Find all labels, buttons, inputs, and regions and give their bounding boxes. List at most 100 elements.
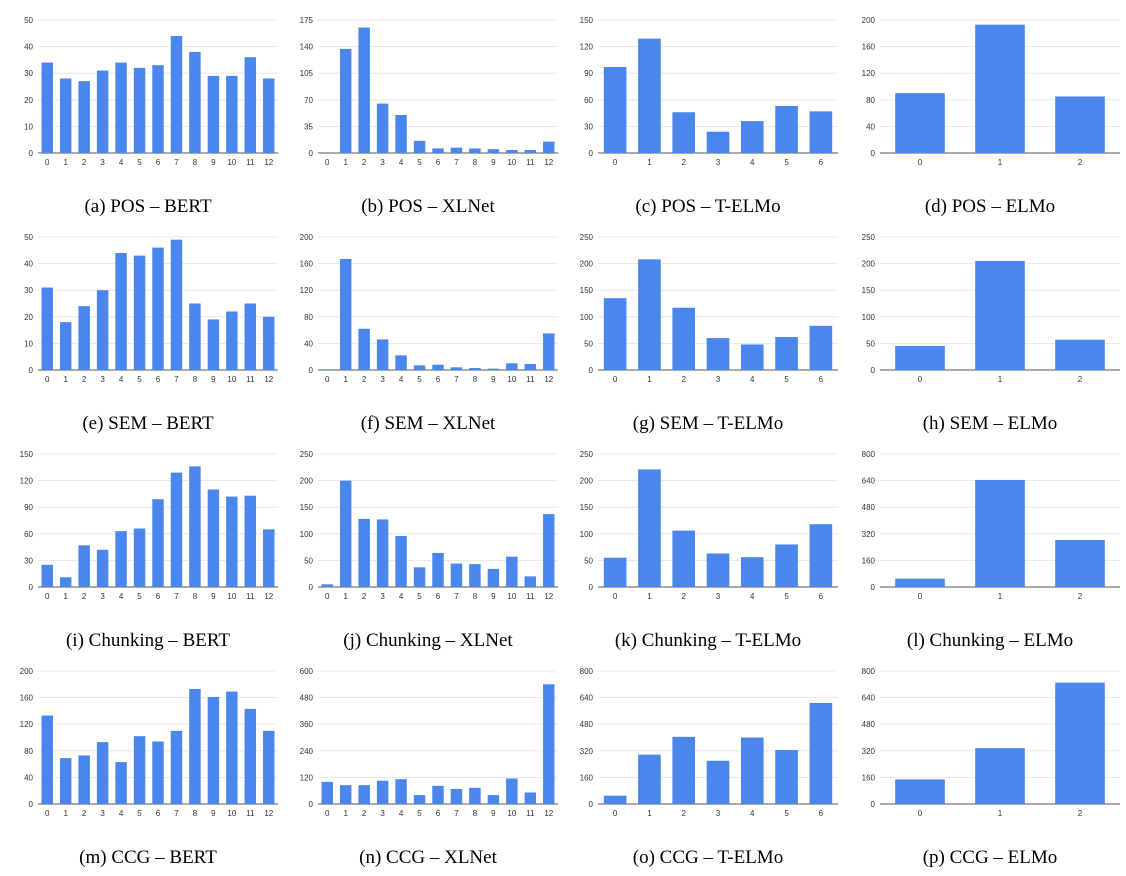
- bar: [543, 141, 555, 153]
- chart-caption: (p) CCG – ELMo: [922, 847, 1058, 868]
- x-tick-label: 1: [998, 375, 1003, 384]
- x-tick-label: 6: [819, 158, 824, 167]
- bar: [395, 779, 407, 804]
- x-tick-label: 0: [918, 809, 923, 818]
- y-tick-label: 120: [300, 286, 314, 295]
- y-tick-label: 105: [300, 69, 314, 78]
- x-tick-label: 1: [647, 375, 652, 384]
- bar: [376, 780, 389, 804]
- bar: [96, 290, 109, 370]
- x-tick-label: 6: [156, 809, 161, 818]
- x-tick-label: 3: [380, 809, 385, 818]
- x-tick-label: 0: [918, 158, 923, 167]
- bar: [524, 149, 537, 153]
- bar: [321, 584, 333, 587]
- x-tick-label: 5: [137, 375, 142, 384]
- bar-chart: 0 50 100 150 200 250 0 1 2 3 4 5 6: [580, 233, 838, 384]
- x-tick-label: 6: [819, 375, 824, 384]
- chart-caption: (d) POS – ELMo: [924, 196, 1056, 217]
- x-tick-label: 7: [174, 375, 179, 384]
- x-tick-label: 10: [227, 158, 236, 167]
- bar: [263, 529, 275, 587]
- x-tick-label: 7: [454, 592, 459, 601]
- x-tick-label: 5: [784, 809, 789, 818]
- y-tick-label: 70: [304, 96, 313, 105]
- y-tick-label: 140: [300, 43, 314, 52]
- bar: [487, 568, 500, 587]
- bar: [170, 472, 183, 587]
- y-tick-label: 0: [589, 583, 594, 592]
- x-tick-label: 12: [544, 809, 553, 818]
- bar: [413, 365, 426, 370]
- bar: [895, 779, 945, 804]
- y-tick-label: 250: [862, 233, 876, 242]
- bar: [96, 549, 109, 587]
- x-tick-label: 2: [1078, 592, 1083, 601]
- bar: [672, 307, 696, 370]
- bar: [450, 788, 463, 804]
- bar: [244, 495, 257, 587]
- x-tick-label: 2: [82, 375, 87, 384]
- y-tick-label: 30: [584, 122, 593, 131]
- y-tick-label: 30: [24, 69, 33, 78]
- x-tick-label: 4: [399, 592, 404, 601]
- y-tick-label: 250: [580, 450, 594, 459]
- bar: [672, 530, 696, 587]
- x-tick-label: 4: [119, 158, 124, 167]
- y-tick-label: 150: [580, 503, 594, 512]
- x-tick-label: 4: [399, 158, 404, 167]
- x-tick-label: 7: [174, 158, 179, 167]
- bar-chart: 0 160 320 480 640 800 0 1 2: [862, 450, 1120, 601]
- bar: [78, 755, 90, 804]
- bar: [672, 112, 696, 153]
- x-tick-label: 4: [119, 592, 124, 601]
- x-tick-label: 1: [647, 809, 652, 818]
- bar: [376, 519, 389, 587]
- x-tick-label: 9: [491, 158, 496, 167]
- bar: [339, 785, 352, 804]
- y-tick-label: 50: [24, 16, 33, 25]
- bar: [358, 785, 370, 804]
- bar: [740, 737, 764, 804]
- x-tick-label: 12: [544, 158, 553, 167]
- bar: [189, 303, 201, 370]
- y-tick-label: 30: [24, 286, 33, 295]
- bar: [376, 339, 389, 370]
- x-tick-label: 1: [343, 375, 348, 384]
- bar: [133, 67, 146, 153]
- x-tick-label: 1: [63, 375, 68, 384]
- y-tick-label: 80: [304, 313, 313, 322]
- bar: [706, 760, 730, 804]
- bar: [895, 93, 945, 153]
- y-tick-label: 160: [580, 773, 594, 782]
- y-tick-label: 90: [24, 503, 33, 512]
- x-tick-label: 8: [193, 809, 198, 818]
- x-tick-label: 12: [264, 809, 273, 818]
- x-tick-label: 8: [473, 158, 478, 167]
- bar: [78, 81, 90, 153]
- x-tick-label: 11: [526, 375, 535, 384]
- bar: [469, 787, 481, 804]
- bar: [450, 367, 463, 370]
- x-tick-label: 1: [343, 592, 348, 601]
- x-tick-label: 4: [750, 592, 755, 601]
- x-tick-label: 5: [417, 158, 422, 167]
- y-tick-label: 120: [300, 773, 314, 782]
- x-tick-label: 9: [211, 809, 216, 818]
- y-tick-label: 60: [584, 96, 593, 105]
- x-tick-label: 0: [613, 809, 618, 818]
- x-tick-label: 1: [998, 809, 1003, 818]
- x-tick-label: 7: [454, 158, 459, 167]
- x-tick-label: 3: [380, 158, 385, 167]
- y-tick-label: 10: [24, 339, 33, 348]
- bar: [487, 368, 500, 370]
- y-tick-label: 0: [29, 149, 34, 158]
- x-tick-label: 3: [100, 809, 105, 818]
- chart-panel-8: 0 30 60 90 120 150 0 1 2 3 4 5 6 7 8 9 10 11 12 (i) Chunkin…: [8, 442, 288, 659]
- y-tick-label: 10: [24, 122, 33, 131]
- bar: [41, 715, 53, 804]
- y-tick-label: 20: [24, 96, 33, 105]
- y-tick-label: 0: [871, 800, 876, 809]
- bar: [524, 792, 537, 804]
- x-tick-label: 6: [819, 592, 824, 601]
